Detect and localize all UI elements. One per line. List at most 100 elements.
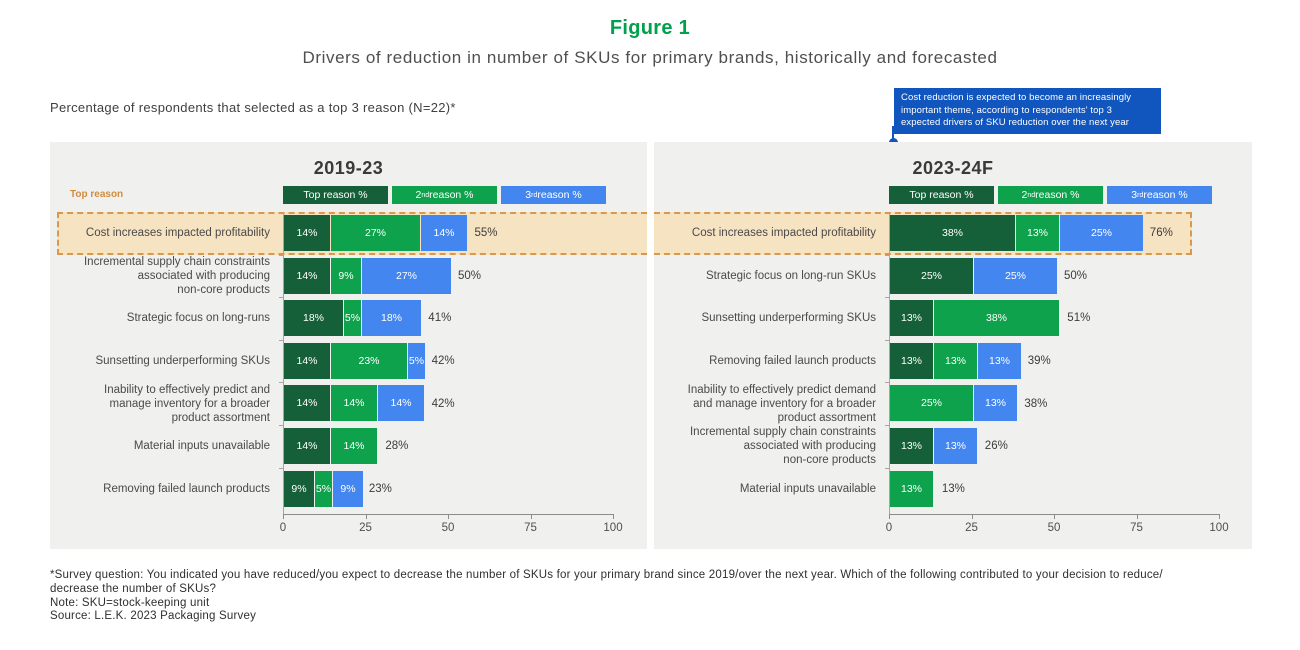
bar-segment-top: 13% [890,300,933,337]
bar-total-label: 26% [984,440,1008,453]
footnote-line: Source: L.E.K. 2023 Packaging Survey [50,610,257,623]
x-axis-tick [530,514,532,519]
bar-segment-top: 14% [284,385,330,422]
bar-row: 14% 14% 14% [284,385,424,422]
x-tick-label: 100 [603,522,623,534]
bar-segment-second: 14% [331,428,377,464]
bar-total-label: 51% [1067,312,1091,325]
x-axis-tick [283,514,284,519]
x-axis-tick [889,514,890,519]
bar-row: 25% 25% [890,257,1057,294]
x-tick-label: 75 [524,522,537,534]
bar-segment-top: 14% [284,257,330,294]
x-tick-label: 50 [441,522,455,534]
bar-segment-third: 25% [974,257,1057,294]
bar-segment-top: 14% [284,428,330,464]
row-label: Incremental supply chain constraints ass… [83,255,270,296]
bar-row: 25% 13% [890,385,1017,422]
bar-segment-second: 5% [344,300,361,337]
row-label: Material inputs unavailable [739,482,876,495]
x-axis-tick [448,514,449,519]
figure-subtitle: Drivers of reduction in number of SKUs f… [302,48,998,67]
bar-segment-second: 13% [934,342,977,379]
bar-row: 14% 23% 5% [284,342,425,379]
bar-total-label: 55% [474,227,498,240]
top-reason-callout-label: Top reason [70,189,124,200]
bar-segment-second: 13% [890,470,933,507]
bar-total-label: 28% [385,440,409,453]
footnote-line: decrease the number of SKUs? [50,582,217,595]
bar-row: 18% 5% 18% [284,300,421,337]
bar-row: 13% 13% 13% [890,342,1021,379]
bar-segment-third: 27% [362,257,451,294]
row-label: Removing failed launch products [709,355,876,368]
callout-box: Cost reduction is expected to become an … [894,88,1161,134]
x-axis-tick [613,514,614,519]
panel-title: 2023-24F [912,158,994,178]
bar-segment-third: 18% [362,300,421,337]
x-tick-label: 100 [1209,522,1229,534]
bar-segment-top: 9% [284,470,314,507]
y-axis-tick [279,254,283,256]
row-label: Sunsetting underperforming SKUs [701,312,876,325]
bar-segment-third: 14% [421,215,467,251]
x-tick-label: 25 [965,522,978,534]
bar-row: 13% 38% [890,300,1059,337]
bar-segment-top: 14% [284,215,330,251]
panel-title: 2019-23 [313,158,384,178]
bar-segment-top: 18% [284,300,343,337]
axis-description-text: Percentage of respondents that selected … [50,100,456,115]
bar-row: 14% 27% 14% [284,215,467,251]
bar-segment-top: 25% [890,257,973,294]
bar-total-label: 41% [428,312,452,325]
bar-row: 38% 13% 25% [890,215,1143,251]
y-axis-tick [279,467,283,469]
legend-item-top: Top reason % [889,186,994,204]
bar-segment-top: 13% [890,428,933,464]
bar-segment-third: 25% [1060,215,1143,251]
bar-segment-second: 27% [331,215,420,251]
x-tick-label: 0 [279,522,287,534]
bar-segment-top: 13% [890,342,933,379]
x-tick-label: 50 [1047,522,1061,534]
y-axis-tick [279,425,283,426]
bar-segment-top: 14% [284,342,330,379]
bar-row: 13% 13% [890,428,977,464]
x-axis-tick [971,514,973,519]
bar-row: 14% 14% [284,428,377,464]
row-label: Incremental supply chain constraints ass… [689,426,876,467]
bar-total-label: 39% [1027,355,1051,368]
y-axis-tick [885,297,889,299]
bar-segment-second: 9% [331,257,361,294]
y-axis-tick [885,254,889,256]
y-axis-tick [279,339,283,341]
bar-segment-second: 38% [934,300,1059,337]
x-tick-label: 25 [359,522,372,534]
y-axis-tick [885,425,889,426]
bar-segment-second: 5% [315,470,332,507]
y-axis-tick [885,339,889,341]
bar-segment-second: 23% [331,342,407,379]
bar-segment-third: 13% [978,342,1021,379]
x-axis-tick [365,514,367,519]
bar-total-label: 13% [941,482,965,495]
row-label: Inability to effectively predict demand … [687,383,876,424]
bar-segment-second: 25% [890,385,973,422]
footnote-line: *Survey question: You indicated you have… [50,569,1163,581]
legend-item-top: Top reason % [283,186,388,204]
bar-segment-third: 9% [333,470,363,507]
bar-total-label: 50% [458,269,482,282]
row-label: Inability to effectively predict and man… [104,383,270,424]
bar-total-label: 38% [1024,397,1048,410]
row-label: Cost increases impacted profitability [691,227,876,240]
bar-segment-top: 38% [890,215,1015,251]
bar-segment-second: 14% [331,385,377,422]
x-tick-label: 75 [1130,522,1143,534]
